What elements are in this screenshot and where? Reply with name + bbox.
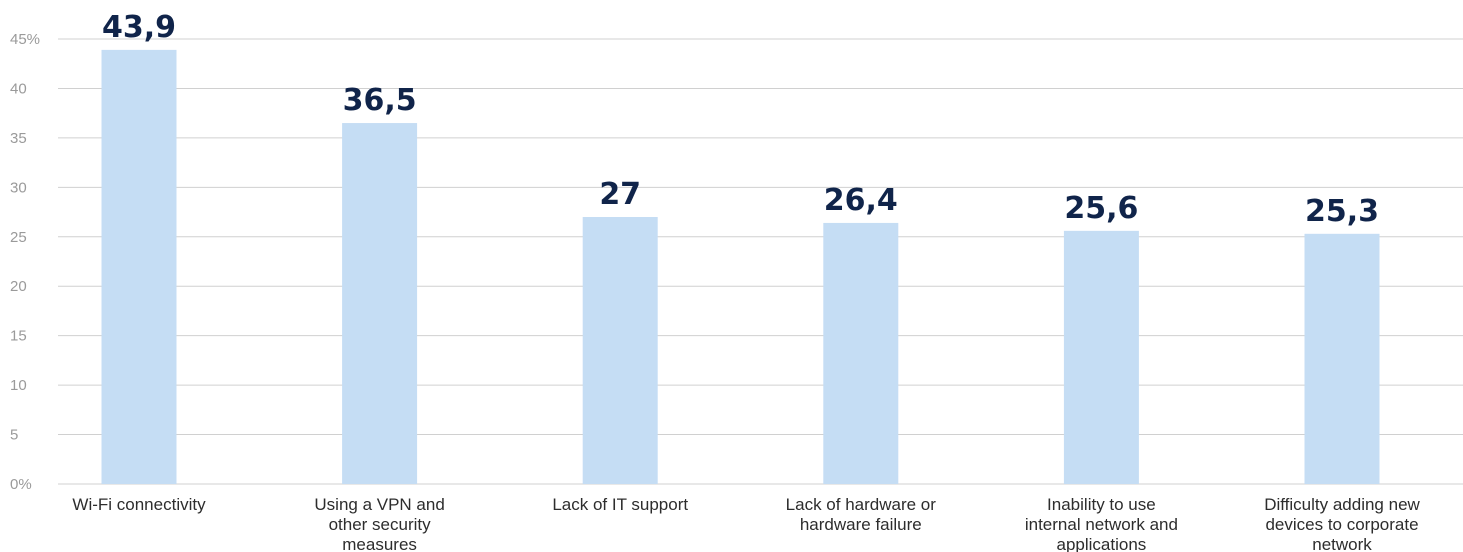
category-label: measures (342, 535, 417, 552)
y-tick-label: 30 (10, 179, 27, 196)
data-label: 36,5 (343, 83, 417, 118)
bar (582, 217, 658, 484)
data-label: 27 (599, 177, 641, 212)
data-label: 26,4 (824, 183, 898, 218)
category-label: devices to corporate (1265, 515, 1418, 534)
data-label: 43,9 (102, 10, 176, 45)
gridlines (58, 38, 1463, 485)
category-label: applications (1057, 535, 1147, 552)
y-tick-label: 10 (10, 377, 27, 394)
bars (101, 49, 1380, 485)
y-tick-label: 25 (10, 229, 27, 246)
bar (101, 49, 177, 484)
category-label: Lack of hardware or (786, 495, 937, 514)
y-tick-label: 15 (10, 328, 27, 345)
y-tick-label: 35 (10, 130, 27, 147)
bar (342, 123, 418, 485)
category-label: other security (329, 515, 432, 534)
y-tick-label: 20 (10, 278, 27, 295)
bar (1063, 230, 1139, 484)
bar (823, 222, 899, 484)
category-label: network (1312, 535, 1372, 552)
y-tick-label: 5 (10, 427, 18, 444)
y-tick-label: 0% (10, 476, 32, 493)
category-label: Using a VPN and (314, 495, 444, 514)
data-label: 25,3 (1305, 194, 1379, 229)
y-tick-label: 45% (10, 31, 40, 48)
category-label: Lack of IT support (552, 495, 688, 514)
y-axis-ticks: 0% 5 10 15 20 25 30 35 40 45% (10, 31, 40, 493)
category-label: Difficulty adding new (1264, 495, 1420, 514)
category-label: Wi-Fi connectivity (72, 495, 206, 514)
data-label: 25,6 (1064, 191, 1138, 226)
bar (1304, 233, 1380, 484)
category-label: hardware failure (800, 515, 922, 534)
category-label: Inability to use (1047, 495, 1156, 514)
y-tick-label: 40 (10, 80, 27, 97)
category-label: internal network and (1025, 515, 1178, 534)
data-labels: 43,9 36,5 27 26,4 25,6 25,3 (102, 10, 1379, 229)
